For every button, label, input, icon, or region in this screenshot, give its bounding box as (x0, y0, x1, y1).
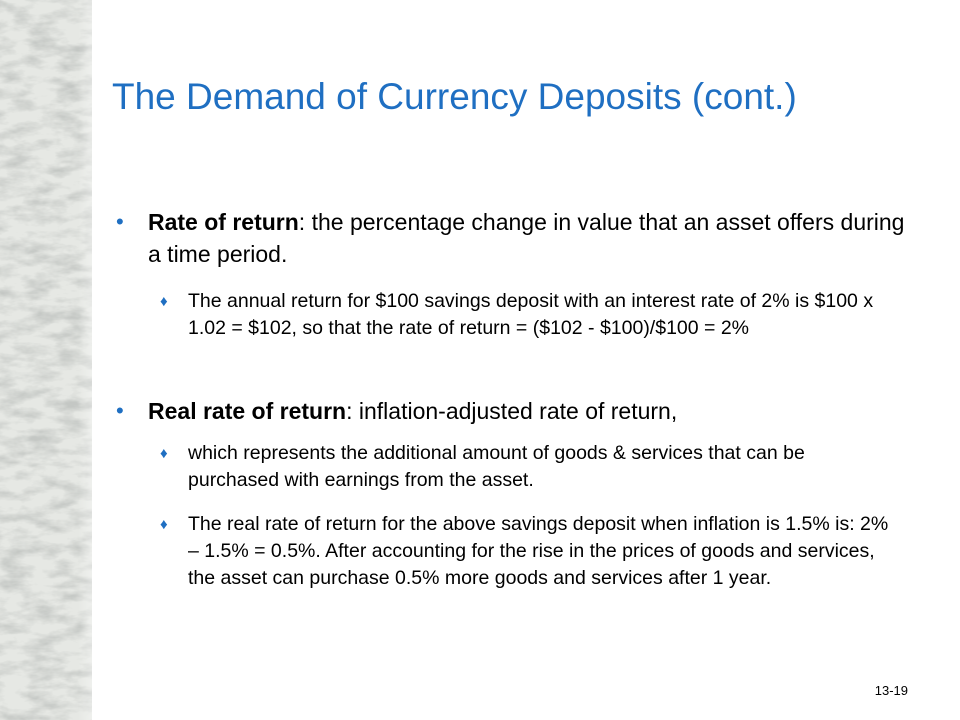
bullet-dot-icon: • (116, 398, 124, 423)
diamond-bullet-icon: ♦ (160, 293, 168, 310)
sub-bullet-text: which represents the additional amount o… (188, 442, 805, 491)
bullet-text: Rate of return: the percentage change in… (148, 206, 906, 270)
bullet-real-rate-of-return: • Real rate of return: inflation-adjuste… (116, 395, 906, 427)
diamond-bullet-icon: ♦ (160, 516, 168, 533)
sub-bullet-additional-goods: ♦ which represents the additional amount… (160, 440, 900, 494)
sub-bullet-annual-return: ♦ The annual return for $100 savings dep… (160, 288, 900, 342)
marble-texture-strip (0, 0, 92, 720)
bullet-text: Real rate of return: inflation-adjusted … (148, 395, 906, 427)
sub-bullet-text: The real rate of return for the above sa… (188, 513, 889, 589)
bullet-term: Real rate of return (148, 398, 347, 424)
bullet-term: Rate of return (148, 209, 299, 235)
bullet-definition: : inflation-adjusted rate of return, (346, 398, 678, 424)
sub-bullet-text: The annual return for $100 savings depos… (188, 290, 874, 339)
slide-number: 13-19 (874, 683, 908, 698)
diamond-bullet-icon: ♦ (160, 445, 168, 462)
bullet-dot-icon: • (116, 209, 124, 234)
bullet-definition: : the percentage change in value that an… (148, 209, 905, 267)
page-title: The Demand of Currency Deposits (cont.) (112, 76, 797, 117)
sub-bullet-real-rate-example: ♦ The real rate of return for the above … (160, 511, 900, 592)
bullet-rate-of-return: • Rate of return: the percentage change … (116, 206, 906, 270)
